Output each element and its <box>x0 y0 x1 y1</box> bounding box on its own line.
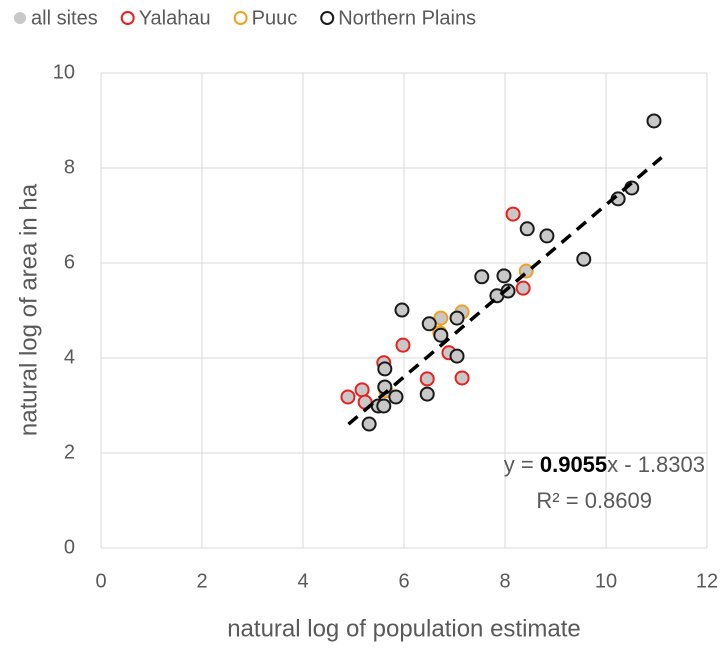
y-tick-label: 8 <box>64 156 75 178</box>
x-tick-label: 10 <box>595 570 617 592</box>
data-point <box>340 389 356 405</box>
x-tick-label: 12 <box>696 570 718 592</box>
trendline <box>347 156 663 426</box>
r-squared: R² = 0.8609 <box>536 488 652 513</box>
data-point <box>454 370 470 386</box>
data-point <box>474 269 490 285</box>
data-point <box>496 268 512 284</box>
equation-part: 0.9055 <box>540 452 607 477</box>
data-point <box>419 386 435 402</box>
legend-marker <box>120 11 135 25</box>
legend-label: Yalahau <box>139 7 211 29</box>
legend-marker <box>233 11 248 25</box>
data-point <box>519 221 535 237</box>
data-point <box>354 382 370 398</box>
x-tick-label: 0 <box>95 570 106 592</box>
x-tick-label: 8 <box>499 570 510 592</box>
x-tick-label: 4 <box>297 570 308 592</box>
y-tick-label: 10 <box>53 61 75 83</box>
data-point <box>505 206 521 222</box>
legend-label: all sites <box>31 7 98 29</box>
equation-part: y = <box>504 452 540 477</box>
data-point <box>394 302 410 318</box>
data-point <box>449 348 465 364</box>
data-point <box>421 316 437 332</box>
data-point <box>646 113 662 129</box>
legend-marker <box>320 11 335 25</box>
data-point <box>376 398 392 414</box>
data-point <box>515 280 531 296</box>
y-axis-label: natural log of area in ha <box>15 183 42 436</box>
data-point <box>419 371 435 387</box>
x-axis-label: natural log of population estimate <box>227 615 581 642</box>
data-point <box>377 361 393 377</box>
data-point <box>395 337 411 353</box>
data-point <box>361 416 377 432</box>
data-point <box>433 310 449 326</box>
legend-label: Puuc <box>252 7 298 29</box>
data-point <box>500 283 516 299</box>
legend-marker <box>14 12 26 24</box>
y-tick-label: 6 <box>64 251 75 273</box>
equation-part: x - 1.8303 <box>607 452 705 477</box>
legend-label: Northern Plains <box>338 7 476 29</box>
x-tick-label: 2 <box>196 570 207 592</box>
data-point <box>388 389 404 405</box>
y-tick-label: 4 <box>64 346 75 368</box>
data-point <box>449 310 465 326</box>
y-tick-label: 0 <box>64 536 75 558</box>
y-tick-label: 2 <box>64 441 75 463</box>
x-tick-label: 6 <box>398 570 409 592</box>
data-point <box>433 327 449 343</box>
data-point <box>576 251 592 267</box>
trendline-equation: y = 0.9055x - 1.8303 <box>504 452 705 477</box>
data-point <box>539 228 555 244</box>
